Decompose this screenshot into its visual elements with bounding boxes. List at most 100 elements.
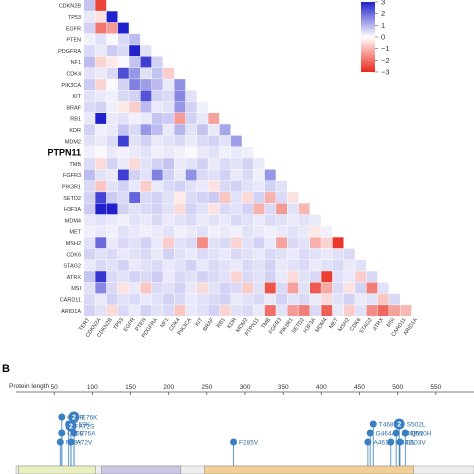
heatmap-row-label: EGFR [66,26,81,32]
heatmap-cell [332,282,344,294]
heatmap-cell [276,214,287,226]
heatmap-cell [230,305,242,316]
heatmap-cell [140,271,152,283]
heatmap-row-label: CARD11 [60,297,81,303]
heatmap-cell [332,305,344,316]
heatmap-cell [219,124,231,136]
heatmap-cell [242,305,254,316]
heatmap-cell [276,282,287,294]
heatmap-cell [95,101,107,113]
heatmap-cell [389,293,400,305]
heatmap-cell [197,248,208,260]
heatmap-cell [106,22,118,34]
heatmap-cell [219,146,231,158]
heatmap-cell [219,282,231,294]
heatmap-cell [84,282,95,294]
heatmap-cell [208,271,220,283]
heatmap-cell [140,169,152,181]
heatmap-cell [84,259,95,271]
heatmap-cell [129,271,141,283]
heatmap-cell [106,124,118,136]
heatmap-cell [366,305,378,316]
heatmap-cell [95,203,107,215]
heatmap-cell [197,180,208,192]
lollipop-head [393,418,405,430]
heatmap-cell [84,113,95,124]
heatmap-cell [298,293,310,305]
heatmap-cell [208,113,220,124]
heatmap-cell [117,169,129,181]
heatmap-cell [163,124,174,136]
heatmap-cell [106,237,118,249]
heatmap-cell [95,146,107,158]
heatmap-cell [321,271,333,283]
heatmap-cell [264,271,276,283]
heatmap-cell [310,237,321,249]
heatmap-cell [332,259,344,271]
heatmap-cell [140,248,152,260]
heatmap-cell [106,158,118,170]
heatmap-row-label: PIK3CA [61,83,81,89]
heatmap-cell [129,45,141,57]
heatmap-cell [106,203,118,215]
heatmap-cell [117,79,129,90]
heatmap-cell [174,180,186,192]
heatmap-cell [95,293,107,305]
heatmap-cell [253,237,265,249]
heatmap-row-label: PTPN11 [47,148,81,158]
heatmap-row-label: MSI [71,286,81,292]
heatmap-cell [95,237,107,249]
heatmap-cell [140,180,152,192]
heatmap-cell [253,271,265,283]
heatmap-cell [129,56,141,68]
heatmap-column-label: BRAF [202,317,216,333]
heatmap-cell [174,124,186,136]
heatmap-cell [84,180,95,192]
protein-domain [18,465,96,474]
heatmap-cell [185,282,197,294]
heatmap-cell [140,113,152,124]
heatmap-cell [287,259,299,271]
heatmap-cell [321,305,333,316]
heatmap-cell [106,33,118,45]
heatmap-cell [140,293,152,305]
heatmap-cell [106,271,118,283]
heatmap-row-label: ARID1A [61,309,81,315]
heatmap-cell [219,180,231,192]
heatmap-cell [106,192,118,203]
lollipop-head [364,438,372,446]
heatmap-cell [276,203,287,215]
heatmap-cell [355,271,367,283]
heatmap-cell [117,158,129,170]
heatmap-cell [84,67,95,79]
heatmap-cell [310,282,321,294]
axis-tick-label: 300 [240,384,251,391]
heatmap-cell [185,248,197,260]
heatmap-cell [106,214,118,226]
heatmap-cell [276,226,287,237]
heatmap-cell [151,146,163,158]
heatmap-cell [140,158,152,170]
heatmap-cell [151,271,163,283]
heatmap-cell [264,226,276,237]
heatmap-cell [95,113,107,124]
heatmap-row-label: CDK6 [66,252,81,258]
heatmap-cell [117,124,129,136]
lollipop-count: 2 [69,424,73,431]
heatmap-cell [287,214,299,226]
mutation-label: A72V [76,440,93,447]
heatmap-cell [129,124,141,136]
heatmap-cell [321,259,333,271]
heatmap-row-label: PTEN [66,38,81,44]
heatmap-row-label: KIT [72,94,81,100]
heatmap-cell [117,192,129,203]
heatmap-cell [230,135,242,147]
heatmap-cell [197,271,208,283]
heatmap-cell [185,124,197,136]
heatmap-cell [208,237,220,249]
heatmap-cell [106,293,118,305]
heatmap-cell [343,271,355,283]
heatmap-row-label: MDM2 [65,139,81,145]
heatmap-row-label: MDM4 [65,218,81,224]
